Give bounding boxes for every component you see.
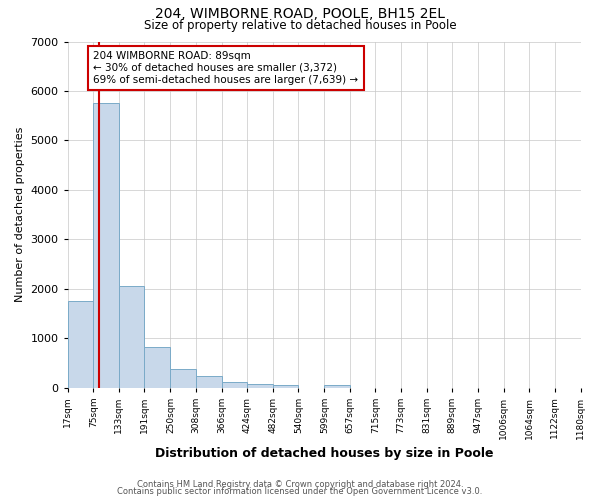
Y-axis label: Number of detached properties: Number of detached properties [15,127,25,302]
Bar [273,385,298,388]
Bar [68,301,93,388]
Bar [196,376,221,388]
Text: 204, WIMBORNE ROAD, POOLE, BH15 2EL: 204, WIMBORNE ROAD, POOLE, BH15 2EL [155,8,445,22]
Text: Size of property relative to detached houses in Poole: Size of property relative to detached ho… [143,18,457,32]
Bar [93,104,119,388]
Bar [170,369,196,388]
Bar [119,286,145,388]
Text: 204 WIMBORNE ROAD: 89sqm
← 30% of detached houses are smaller (3,372)
69% of sem: 204 WIMBORNE ROAD: 89sqm ← 30% of detach… [93,52,358,84]
X-axis label: Distribution of detached houses by size in Poole: Distribution of detached houses by size … [155,447,493,460]
Text: Contains public sector information licensed under the Open Government Licence v3: Contains public sector information licen… [118,487,482,496]
Bar [145,347,170,388]
Bar [325,384,350,388]
Text: Contains HM Land Registry data © Crown copyright and database right 2024.: Contains HM Land Registry data © Crown c… [137,480,463,489]
Bar [221,382,247,388]
Bar [247,384,273,388]
